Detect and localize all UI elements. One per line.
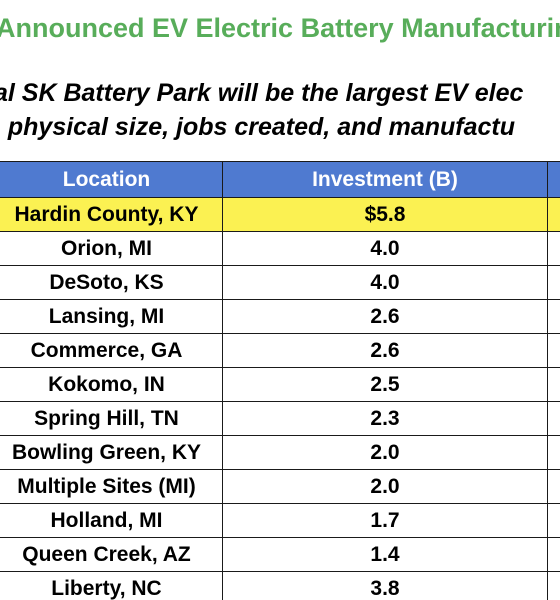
location-cell: Holland, MI bbox=[0, 503, 223, 538]
table-row: Lansing, MI 2.6 bbox=[0, 299, 560, 334]
table-row: Orion, MI 4.0 bbox=[0, 231, 560, 266]
investment-cell: 2.0 bbox=[222, 469, 548, 504]
investment-table-container: Location Investment (B) Hardin County, K… bbox=[0, 161, 560, 600]
location-cell: Multiple Sites (MI) bbox=[0, 469, 223, 504]
table-body: Hardin County, KY $5.8 Orion, MI 4.0 DeSoto,… bbox=[0, 197, 560, 600]
table-row: Kokomo, IN 2.5 bbox=[0, 367, 560, 402]
truncated-cell bbox=[547, 231, 560, 266]
subtitle-line-2: , physical size, jobs created, and manuf… bbox=[0, 113, 515, 141]
investment-cell: 2.6 bbox=[222, 299, 548, 334]
page-title: Announced EV Electric Battery Manufactur… bbox=[0, 13, 560, 43]
truncated-cell bbox=[547, 401, 560, 436]
investment-cell: 4.0 bbox=[222, 231, 548, 266]
location-cell: Kokomo, IN bbox=[0, 367, 223, 402]
table-row: Multiple Sites (MI) 2.0 bbox=[0, 469, 560, 504]
investment-table: Location Investment (B) Hardin County, K… bbox=[0, 161, 560, 600]
truncated-cell bbox=[547, 197, 560, 232]
table-row: Liberty, NC 3.8 bbox=[0, 571, 560, 600]
location-cell: Liberty, NC bbox=[0, 571, 223, 600]
truncated-cell bbox=[547, 367, 560, 402]
truncated-cell bbox=[547, 503, 560, 538]
investment-cell: 1.7 bbox=[222, 503, 548, 538]
location-cell: Hardin County, KY bbox=[0, 197, 223, 232]
investment-cell: 2.3 bbox=[222, 401, 548, 436]
truncated-cell bbox=[547, 299, 560, 334]
truncated-cell bbox=[547, 537, 560, 572]
location-cell: Lansing, MI bbox=[0, 299, 223, 334]
investment-cell: 1.4 bbox=[222, 537, 548, 572]
location-cell: Commerce, GA bbox=[0, 333, 223, 368]
investment-cell: 3.8 bbox=[222, 571, 548, 600]
truncated-cell bbox=[547, 571, 560, 600]
location-cell: Spring Hill, TN bbox=[0, 401, 223, 436]
table-row: Holland, MI 1.7 bbox=[0, 503, 560, 538]
truncated-cell bbox=[547, 469, 560, 504]
column-header-location: Location bbox=[0, 161, 223, 198]
investment-cell: 2.6 bbox=[222, 333, 548, 368]
column-header-investment: Investment (B) bbox=[222, 161, 548, 198]
truncated-cell bbox=[547, 265, 560, 300]
table-row: DeSoto, KS 4.0 bbox=[0, 265, 560, 300]
investment-cell: 2.5 bbox=[222, 367, 548, 402]
table-row: Queen Creek, AZ 1.4 bbox=[0, 537, 560, 572]
location-cell: Orion, MI bbox=[0, 231, 223, 266]
investment-cell: 2.0 bbox=[222, 435, 548, 470]
table-row: Bowling Green, KY 2.0 bbox=[0, 435, 560, 470]
truncated-cell bbox=[547, 333, 560, 368]
investment-cell: 4.0 bbox=[222, 265, 548, 300]
subtitle: al SK Battery Park will be the largest E… bbox=[0, 76, 523, 144]
location-cell: Bowling Green, KY bbox=[0, 435, 223, 470]
location-cell: DeSoto, KS bbox=[0, 265, 223, 300]
location-cell: Queen Creek, AZ bbox=[0, 537, 223, 572]
subtitle-line-1: al SK Battery Park will be the largest E… bbox=[0, 79, 524, 107]
table-row: Commerce, GA 2.6 bbox=[0, 333, 560, 368]
table-header-row: Location Investment (B) bbox=[0, 161, 560, 198]
table-row: Hardin County, KY $5.8 bbox=[0, 197, 560, 232]
column-header-truncated bbox=[547, 161, 560, 198]
investment-cell: $5.8 bbox=[222, 197, 548, 232]
table-row: Spring Hill, TN 2.3 bbox=[0, 401, 560, 436]
truncated-cell bbox=[547, 435, 560, 470]
